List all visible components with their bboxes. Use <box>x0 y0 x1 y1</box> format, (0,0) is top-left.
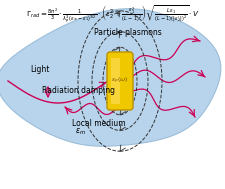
Text: Light: Light <box>30 66 49 74</box>
Text: Local medium: Local medium <box>72 119 125 129</box>
Text: $\varepsilon_m$: $\varepsilon_m$ <box>75 127 86 137</box>
Text: Radiation damping: Radiation damping <box>42 87 115 95</box>
Polygon shape <box>0 9 220 146</box>
Text: $\Gamma_{rad} = \frac{8\pi^2}{3} \cdot \frac{1}{\lambda_p^{3}(\varepsilon_\infty: $\Gamma_{rad} = \frac{8\pi^2}{3} \cdot \… <box>26 3 199 25</box>
Text: $\varepsilon_p(\omega)$: $\varepsilon_p(\omega)$ <box>111 76 128 86</box>
Text: Particle plasmons: Particle plasmons <box>94 28 161 37</box>
FancyBboxPatch shape <box>106 52 132 110</box>
FancyBboxPatch shape <box>110 58 119 104</box>
